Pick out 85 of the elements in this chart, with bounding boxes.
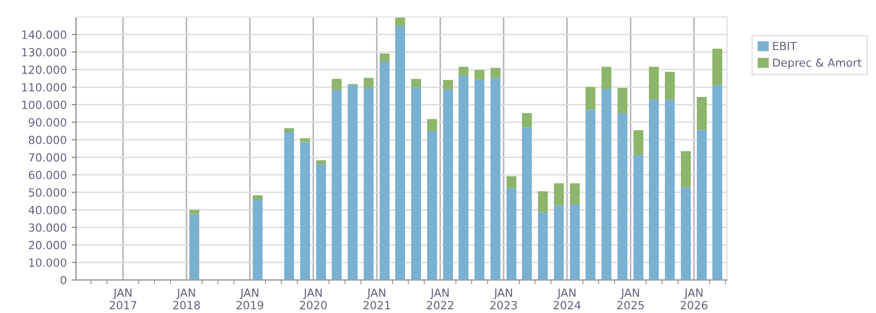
bar [395, 26, 406, 280]
y-tick-label: 50.000 [28, 188, 66, 197]
x-tick-label: JAN 2018 [173, 288, 200, 310]
y-tick-label: 10.000 [29, 258, 66, 267]
bar [474, 80, 484, 280]
y-tick-label: 90.000 [28, 118, 66, 127]
bar [633, 130, 644, 156]
bar [506, 188, 516, 280]
bar [570, 204, 580, 280]
x-tick-label: JAN 2019 [236, 288, 264, 310]
bar [252, 195, 263, 200]
bar [648, 66, 659, 100]
bar [427, 119, 438, 132]
y-tick-label: 120.000 [22, 66, 66, 74]
bar [458, 76, 468, 280]
bar [316, 164, 326, 280]
bar [411, 78, 422, 88]
bar [586, 86, 596, 110]
bar [712, 48, 722, 86]
x-tick-label: JAN 2022 [426, 288, 454, 310]
y-tick-label: 40.000 [28, 206, 66, 214]
x-tick-label: JAN 2021 [364, 288, 390, 310]
bar [633, 155, 644, 280]
bar [602, 66, 612, 89]
bar [284, 128, 294, 132]
bar [411, 87, 422, 280]
bar [364, 88, 374, 280]
y-tick-label: 140.000 [22, 30, 66, 39]
x-tick-label: JAN 2024 [554, 288, 581, 310]
bar [617, 113, 628, 280]
legend-label: EBIT [773, 42, 797, 50]
bar [664, 100, 675, 280]
bar [443, 80, 453, 90]
x-tick-label: JAN 2020 [300, 288, 327, 310]
bar [522, 127, 532, 280]
bar [554, 183, 564, 206]
bar [617, 88, 628, 114]
y-tick-label: 110.000 [22, 83, 66, 92]
bar [474, 70, 484, 80]
bar [348, 84, 358, 280]
legend-label: Deprec & Amort [773, 58, 862, 69]
bar [458, 66, 468, 76]
bar [538, 191, 548, 212]
y-tick-label: 60.000 [28, 170, 66, 180]
bar [664, 72, 675, 100]
y-tick-label: 0 [60, 276, 66, 284]
x-tick-label: JAN 2017 [110, 288, 136, 310]
x-tick-label: JAN 2025 [617, 288, 644, 310]
bar [680, 187, 691, 280]
bar [380, 53, 390, 62]
bar [554, 205, 564, 280]
y-tick-label: 70.000 [29, 153, 66, 162]
y-tick-label: 130.000 [22, 48, 66, 56]
bar [316, 160, 326, 164]
y-tick-label: 30.000 [28, 223, 66, 232]
bar [602, 88, 612, 280]
bar [522, 113, 532, 128]
bar [395, 18, 406, 26]
x-tick-label: JAN 2026 [680, 288, 708, 310]
y-tick-label: 20.000 [28, 240, 66, 250]
bar [300, 142, 310, 280]
bar [506, 176, 516, 188]
bar [538, 212, 548, 280]
y-tick-label: 80.000 [28, 136, 66, 144]
bar [300, 138, 310, 142]
bar [586, 110, 596, 280]
bar [380, 62, 390, 280]
bar [189, 214, 200, 280]
bar [570, 183, 580, 204]
bar [332, 78, 342, 90]
bar [648, 100, 659, 280]
bar [364, 78, 374, 88]
bar [490, 78, 500, 280]
bar [332, 90, 342, 280]
bar [680, 151, 691, 188]
bar [696, 96, 707, 130]
bar [443, 89, 453, 280]
bar [696, 130, 707, 280]
bar [712, 85, 722, 280]
bar [427, 131, 438, 280]
y-tick-label: 100.000 [22, 100, 66, 110]
x-tick-label: JAN 2023 [490, 288, 517, 310]
bar [284, 132, 294, 280]
bar [252, 200, 263, 280]
bar [490, 68, 500, 78]
